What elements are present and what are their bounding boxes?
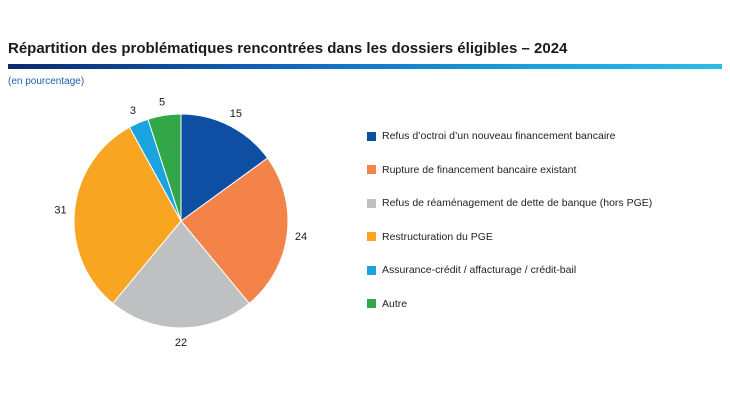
slice-data-label: 5 — [159, 97, 165, 109]
legend-item: Autre — [367, 295, 652, 313]
legend-swatch — [367, 131, 376, 141]
legend-item: Restructuration du PGE — [367, 228, 652, 246]
title-rule — [8, 64, 722, 69]
pie-chart: 15 24 22 31 3 5 — [54, 97, 307, 350]
legend-swatch — [367, 198, 376, 208]
legend-label: Assurance-crédit / affacturage / crédit-… — [382, 264, 577, 276]
legend: Refus d’octroi d’un nouveau financement … — [367, 127, 652, 328]
legend-item: Refus de réaménagement de dette de banqu… — [367, 194, 652, 212]
legend-swatch — [367, 265, 376, 275]
slice-data-label: 24 — [295, 231, 307, 243]
pie-slice — [180, 157, 289, 305]
slice-data-label: 3 — [130, 105, 136, 117]
legend-swatch — [367, 232, 376, 241]
legend-label: Autre — [382, 297, 408, 310]
slice-data-label: 15 — [230, 108, 242, 120]
legend-label: Restructuration du PGE — [382, 230, 493, 243]
pie-slice — [73, 126, 182, 305]
legend-item: Assurance-crédit / affacturage / crédit-… — [367, 261, 652, 279]
legend-item: Rupture de financement bancaire existant — [367, 161, 652, 179]
legend-label: Refus d’octroi d’un nouveau financement … — [382, 130, 616, 142]
legend-label: Rupture de financement bancaire existant — [382, 163, 577, 176]
chart-title: Répartition des problématiques rencontré… — [8, 40, 568, 57]
legend-swatch — [367, 165, 376, 174]
chart-subtitle: (en pourcentage) — [8, 76, 85, 87]
legend-label: Refus de réaménagement de dette de banqu… — [382, 197, 653, 209]
legend-swatch — [367, 299, 376, 308]
pie-slice — [147, 113, 182, 222]
pie-slice — [112, 220, 250, 329]
slice-data-label: 22 — [175, 337, 187, 349]
slice-data-label: 31 — [54, 205, 66, 217]
pie-slice — [180, 113, 269, 222]
legend-item: Refus d’octroi d’un nouveau financement … — [367, 127, 652, 145]
